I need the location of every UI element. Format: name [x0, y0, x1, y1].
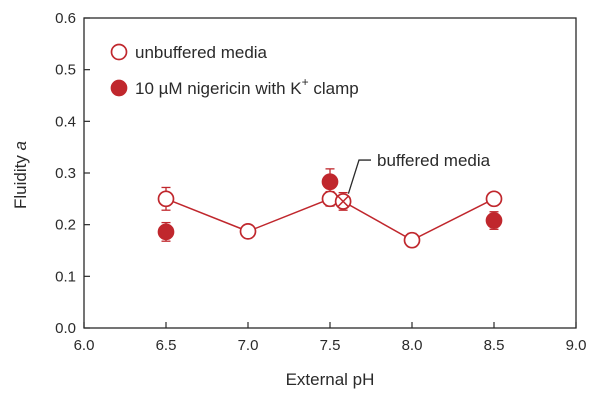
x-tick-label: 6.5 — [156, 337, 177, 354]
legend-label-unbuffered: unbuffered media — [135, 43, 268, 62]
x-tick-label: 8.0 — [402, 337, 423, 354]
x-tick-label: 8.5 — [484, 337, 505, 354]
x-tick-label: 6.0 — [74, 337, 95, 354]
y-axis-label-italic: a — [11, 141, 30, 150]
annotation-buffered-media: buffered media — [377, 151, 491, 170]
y-tick-label: 0.4 — [55, 113, 76, 130]
y-axis-label-main: Fluidity — [11, 155, 30, 209]
legend-marker-unbuffered — [110, 43, 128, 61]
x-tick-label: 7.0 — [238, 337, 259, 354]
ticks: 6.0 6.5 7.0 7.5 8.0 8.5 9.0 0.0 0.1 0.2 0.3 0.4 0.5 0… — [55, 10, 586, 354]
y-tick-label: 0.0 — [55, 320, 76, 337]
unbuffered-point — [485, 190, 503, 208]
y-tick-label: 0.5 — [55, 62, 76, 79]
y-tick-label: 0.1 — [55, 268, 76, 285]
legend-label-nigericin: 10 µM nigericin with K+ clamp — [135, 75, 359, 98]
unbuffered-point — [403, 231, 421, 249]
legend-label-nigericin-tail: clamp — [309, 79, 359, 98]
buffered-point — [334, 193, 352, 210]
annotation-leader-line — [347, 159, 371, 194]
unbuffered-point — [239, 223, 257, 240]
x-tick-label: 7.5 — [320, 337, 341, 354]
nigericin-point — [485, 212, 503, 229]
x-axis-label: External pH — [286, 370, 375, 389]
buffered-point-cross — [337, 195, 350, 208]
legend-label-nigericin-main: 10 µM nigericin with K — [135, 79, 302, 98]
data-markers — [157, 173, 503, 249]
y-tick-label: 0.3 — [55, 165, 76, 182]
legend-label-nigericin-sup: + — [302, 75, 309, 89]
nigericin-point — [321, 173, 339, 191]
legend: unbuffered media 10 µM nigericin with K+… — [110, 43, 359, 98]
legend-marker-nigericin — [110, 79, 128, 97]
y-tick-label: 0.6 — [55, 10, 76, 27]
unbuffered-point — [157, 190, 175, 208]
annotation: buffered media — [347, 151, 491, 194]
y-axis-label: Fluidity a — [11, 141, 30, 209]
x-tick-label: 9.0 — [566, 337, 587, 354]
y-tick-label: 0.2 — [55, 217, 76, 234]
nigericin-point — [157, 223, 175, 241]
